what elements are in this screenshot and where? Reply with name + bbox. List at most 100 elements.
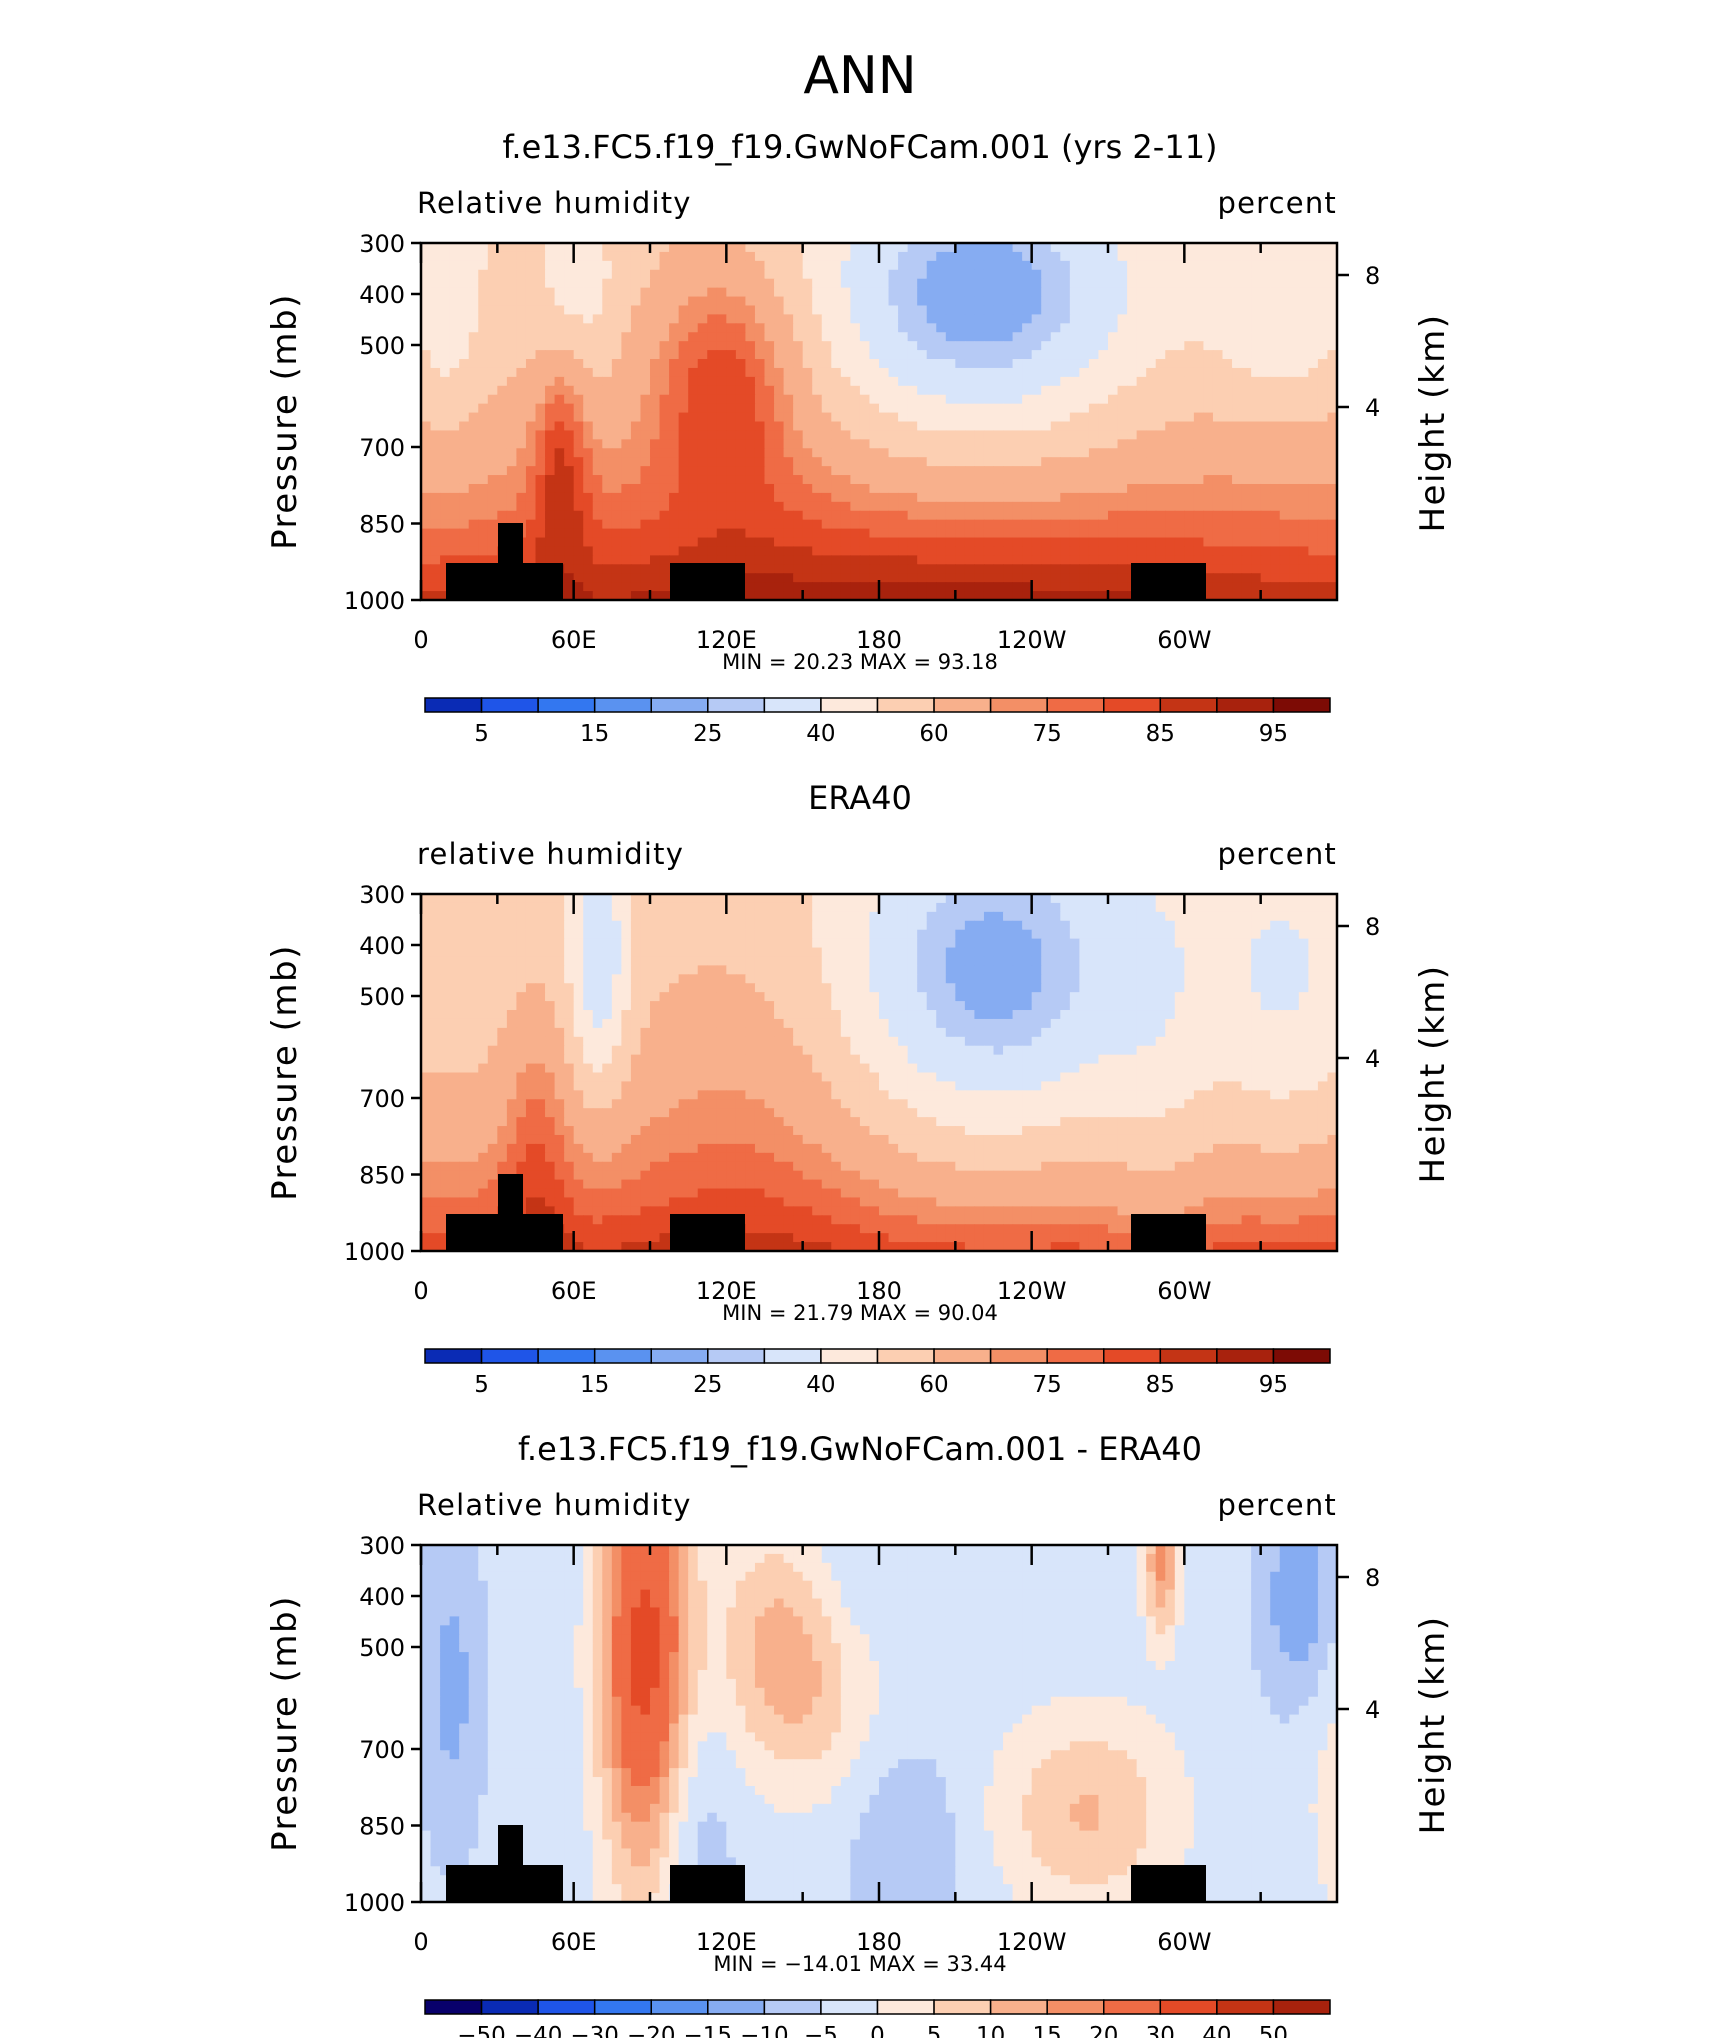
contour-cell: [869, 956, 880, 967]
contour-cell: [898, 483, 909, 494]
contour-cell: [974, 929, 985, 940]
contour-cell: [754, 475, 766, 485]
contour-cell: [1069, 573, 1080, 583]
contour-cell: [1003, 314, 1014, 324]
contour-cell: [917, 412, 928, 423]
contour-cell: [421, 582, 432, 592]
contour-cell: [1022, 269, 1033, 280]
colorbar-label: 60: [919, 721, 948, 747]
contour-cell: [1127, 394, 1138, 405]
contour-cell: [1298, 582, 1309, 592]
contour-cell: [1041, 439, 1052, 449]
contour-cell: [1184, 920, 1195, 931]
contour-cell: [812, 341, 823, 351]
contour-cell: [688, 278, 699, 289]
contour-cell: [640, 359, 651, 369]
contour-cell: [1232, 956, 1243, 967]
contour-cell: [793, 938, 804, 949]
contour-cell: [1184, 412, 1195, 423]
contour-cell: [983, 492, 995, 503]
contour-cell: [602, 412, 613, 423]
contour-cell: [478, 537, 489, 548]
contour-cell: [783, 457, 794, 467]
contour-cell: [1117, 305, 1128, 316]
contour-cell: [945, 376, 956, 387]
contour-cell: [545, 376, 556, 387]
contour-cell: [478, 894, 489, 904]
contour-cell: [793, 367, 804, 378]
contour-cell: [1232, 278, 1243, 289]
contour-cell: [1193, 537, 1205, 548]
contour-cell: [888, 394, 899, 405]
contour-cell: [774, 332, 785, 342]
contour-cell: [487, 403, 498, 414]
contour-cell: [1232, 564, 1243, 574]
contour-cell: [1041, 421, 1052, 432]
contour-cell: [1184, 528, 1195, 539]
contour-cell: [735, 983, 747, 993]
contour-cell: [869, 430, 880, 440]
contour-cell: [650, 965, 661, 975]
contour-cell: [869, 528, 880, 539]
contour-cell: [1117, 466, 1128, 476]
contour-cell: [650, 260, 661, 271]
contour-cell: [430, 350, 441, 360]
contour-cell: [592, 341, 603, 351]
contour-cell: [888, 421, 899, 432]
contour-cell: [1241, 305, 1252, 316]
contour-cell: [1327, 251, 1337, 262]
contour-cell: [630, 466, 642, 476]
contour-cell: [983, 582, 995, 592]
contour-cell: [611, 323, 622, 333]
contour-cell: [1251, 920, 1262, 931]
contour-cell: [1327, 269, 1337, 280]
contour-cell: [1270, 546, 1281, 556]
contour-cell: [1088, 385, 1100, 396]
contour-cell: [535, 555, 546, 565]
contour-cell: [1050, 492, 1061, 503]
contour-cell: [1117, 483, 1128, 494]
contour-cell: [478, 902, 489, 913]
contour-cell: [1279, 341, 1290, 351]
contour-cell: [793, 582, 804, 592]
contour-cell: [1098, 537, 1109, 548]
contour-cell: [1012, 894, 1023, 904]
contour-cell: [1127, 965, 1138, 975]
contour-cell: [907, 920, 918, 931]
contour-cell: [964, 332, 976, 342]
contour-cell: [1136, 938, 1147, 949]
contour-cell: [955, 287, 966, 298]
contour-cell: [421, 269, 432, 280]
contour-cell: [802, 260, 813, 271]
contour-cell: [1241, 243, 1252, 253]
contour-cell: [602, 947, 613, 958]
contour-cell: [525, 394, 537, 405]
contour-cell: [564, 350, 575, 360]
contour-cell: [1088, 573, 1100, 583]
contour-cell: [535, 510, 546, 521]
contour-cell: [659, 367, 670, 378]
contour-cell: [669, 296, 680, 307]
contour-cell: [497, 448, 508, 458]
contour-cell: [1117, 350, 1128, 360]
contour-cell: [1251, 385, 1262, 396]
contour-cell: [888, 501, 899, 512]
contour-cell: [898, 367, 909, 378]
contour-cell: [1270, 947, 1281, 958]
contour-cell: [1079, 911, 1090, 922]
contour-cell: [993, 359, 1004, 369]
contour-cell: [1088, 483, 1100, 494]
contour-cell: [430, 929, 441, 940]
contour-cell: [650, 457, 661, 467]
contour-cell: [983, 367, 995, 378]
contour-cell: [850, 929, 861, 940]
contour-cell: [735, 251, 747, 262]
contour-cell: [516, 501, 527, 512]
contour-cell: [1251, 564, 1262, 574]
contour-cell: [783, 519, 794, 530]
contour-cell: [1060, 350, 1071, 360]
colorbar-label: 40: [806, 721, 835, 747]
contour-cell: [611, 510, 622, 521]
contour-cell: [1212, 385, 1224, 396]
contour-cell: [764, 385, 775, 396]
